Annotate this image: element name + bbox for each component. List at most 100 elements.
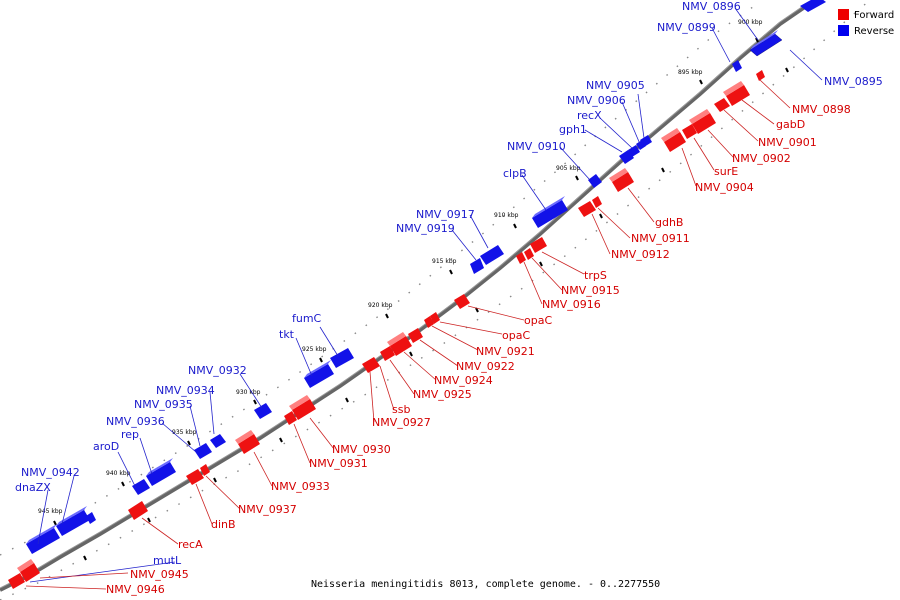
gene-surE[interactable] xyxy=(682,124,697,139)
gene-NMV_0902[interactable] xyxy=(692,113,716,134)
label-rep[interactable]: rep xyxy=(121,428,139,441)
tick-label: 940 kbp xyxy=(106,470,131,477)
gene-NMV_0934[interactable] xyxy=(210,434,226,448)
label-gph1[interactable]: gph1 xyxy=(559,123,587,136)
gene-NMV_0933[interactable] xyxy=(238,434,260,454)
label-NMV_0930[interactable]: NMV_0930 xyxy=(332,443,391,456)
label-NMV_0946[interactable]: NMV_0946 xyxy=(106,583,165,596)
gene-gabD[interactable] xyxy=(726,85,750,106)
label-gabD[interactable]: gabD xyxy=(776,118,805,131)
gene-NMV_0924[interactable] xyxy=(390,336,412,356)
label-NMV_0933[interactable]: NMV_0933 xyxy=(271,480,330,493)
label-NMV_0922[interactable]: NMV_0922 xyxy=(456,360,515,373)
gene-NMV_0946[interactable] xyxy=(8,573,25,589)
label-NMV_0942[interactable]: NMV_0942 xyxy=(21,466,80,479)
label-tkt[interactable]: tkt xyxy=(279,328,295,341)
gene-NMV_0931[interactable] xyxy=(284,411,297,425)
gene-fumC[interactable] xyxy=(330,348,354,368)
label-NMV_0899[interactable]: NMV_0899 xyxy=(657,21,716,34)
gene-NMV_0910[interactable] xyxy=(588,174,602,188)
gene-opaC-1[interactable] xyxy=(454,294,470,309)
label-clpB[interactable]: clpB xyxy=(503,167,527,180)
label-aroD[interactable]: aroD xyxy=(93,440,119,453)
gene-trpS[interactable] xyxy=(530,237,547,253)
gene-NMV_0895[interactable] xyxy=(800,0,826,12)
gene-rep[interactable] xyxy=(146,462,176,486)
label-NMV_0901[interactable]: NMV_0901 xyxy=(758,136,817,149)
label-recA[interactable]: recA xyxy=(178,538,203,551)
gene-NMV_0905[interactable] xyxy=(640,135,652,147)
label-surE[interactable]: surE xyxy=(714,165,738,178)
gene-NMV_0896[interactable] xyxy=(749,33,783,57)
label-NMV_0911[interactable]: NMV_0911 xyxy=(631,232,690,245)
gene-NMV_0904-top xyxy=(661,128,680,142)
gene-NMV_0945[interactable] xyxy=(20,563,40,582)
label-NMV_0904[interactable]: NMV_0904 xyxy=(695,181,754,194)
label-dnaZX[interactable]: dnaZX xyxy=(15,481,51,494)
gene-NMV_0927[interactable] xyxy=(362,357,380,373)
label-NMV_0895[interactable]: NMV_0895 xyxy=(824,75,883,88)
gene-NMV_0916[interactable] xyxy=(516,252,526,264)
label-ssb[interactable]: ssb xyxy=(392,403,410,416)
label-NMV_0945[interactable]: NMV_0945 xyxy=(130,568,189,581)
label-NMV_0932[interactable]: NMV_0932 xyxy=(188,364,247,377)
gene-NMV_0919[interactable] xyxy=(470,258,484,274)
gene-NMV_0942[interactable] xyxy=(56,510,90,536)
label-NMV_0935[interactable]: NMV_0935 xyxy=(134,398,193,411)
label-opaC-2[interactable]: opaC xyxy=(502,329,530,342)
label-fumC[interactable]: fumC xyxy=(292,312,322,325)
label-NMV_0906[interactable]: NMV_0906 xyxy=(567,94,626,107)
leader-lines-reverse xyxy=(29,7,823,583)
gene-NMV_0917[interactable] xyxy=(480,245,504,265)
gene-aroD[interactable] xyxy=(132,479,150,495)
gene-tkt[interactable] xyxy=(304,364,334,388)
label-NMV_0917[interactable]: NMV_0917 xyxy=(416,208,475,221)
gene-NMV_0912[interactable] xyxy=(578,201,596,217)
label-NMV_0902[interactable]: NMV_0902 xyxy=(732,152,791,165)
label-dinB[interactable]: dinB xyxy=(211,518,236,531)
label-NMV_0921[interactable]: NMV_0921 xyxy=(476,345,535,358)
forward-features xyxy=(8,70,765,589)
label-NMV_0924[interactable]: NMV_0924 xyxy=(434,374,493,387)
gene-NMV_0911[interactable] xyxy=(592,196,602,208)
gene-NMV_0937[interactable] xyxy=(200,464,210,476)
forward-labels: NMV_0898 gabD NMV_0901 NMV_0902 surE NMV… xyxy=(106,103,851,596)
gene-gdhB[interactable] xyxy=(612,172,634,192)
label-NMV_0896[interactable]: NMV_0896 xyxy=(682,0,741,13)
gene-NMV_0898[interactable] xyxy=(756,70,765,81)
gene-dinB[interactable] xyxy=(186,469,204,485)
label-NMV_0936[interactable]: NMV_0936 xyxy=(106,415,165,428)
gene-NMV_0899[interactable] xyxy=(732,60,742,72)
label-NMV_0915[interactable]: NMV_0915 xyxy=(561,284,620,297)
gene-NMV_0921[interactable] xyxy=(424,316,434,328)
label-trpS[interactable]: trpS xyxy=(584,269,607,282)
label-NMV_0912[interactable]: NMV_0912 xyxy=(611,248,670,261)
gene-NMV_0922[interactable] xyxy=(408,328,423,343)
gene-recX[interactable] xyxy=(628,145,640,157)
gene-recA[interactable] xyxy=(128,501,148,520)
gene-NMV_0936[interactable] xyxy=(194,443,212,459)
label-NMV_0927[interactable]: NMV_0927 xyxy=(372,416,431,429)
label-NMV_0916[interactable]: NMV_0916 xyxy=(542,298,601,311)
gene-NMV_0925[interactable] xyxy=(380,346,395,361)
label-mutL[interactable]: mutL xyxy=(153,554,182,567)
label-NMV_0925[interactable]: NMV_0925 xyxy=(413,388,472,401)
gene-NMV_0932[interactable] xyxy=(254,403,272,419)
label-NMV_0934[interactable]: NMV_0934 xyxy=(156,384,215,397)
gene-NMV_0904[interactable] xyxy=(664,132,686,152)
label-NMV_0919[interactable]: NMV_0919 xyxy=(396,222,455,235)
label-NMV_0937[interactable]: NMV_0937 xyxy=(238,503,297,516)
gene-NMV_0915[interactable] xyxy=(524,248,534,260)
gene-dnaZX[interactable] xyxy=(26,528,60,554)
gene-NMV_0942b[interactable] xyxy=(86,512,96,524)
label-opaC-1[interactable]: opaC xyxy=(524,314,552,327)
label-NMV_0905[interactable]: NMV_0905 xyxy=(586,79,645,92)
gene-NMV_0901[interactable] xyxy=(714,98,730,112)
label-NMV_0931[interactable]: NMV_0931 xyxy=(309,457,368,470)
gene-NMV_0930[interactable] xyxy=(292,399,316,420)
label-gdhB[interactable]: gdhB xyxy=(655,216,683,229)
label-NMV_0910[interactable]: NMV_0910 xyxy=(507,140,566,153)
gene-clpB[interactable] xyxy=(532,200,568,228)
label-NMV_0898[interactable]: NMV_0898 xyxy=(792,103,851,116)
label-recX[interactable]: recX xyxy=(577,109,602,122)
